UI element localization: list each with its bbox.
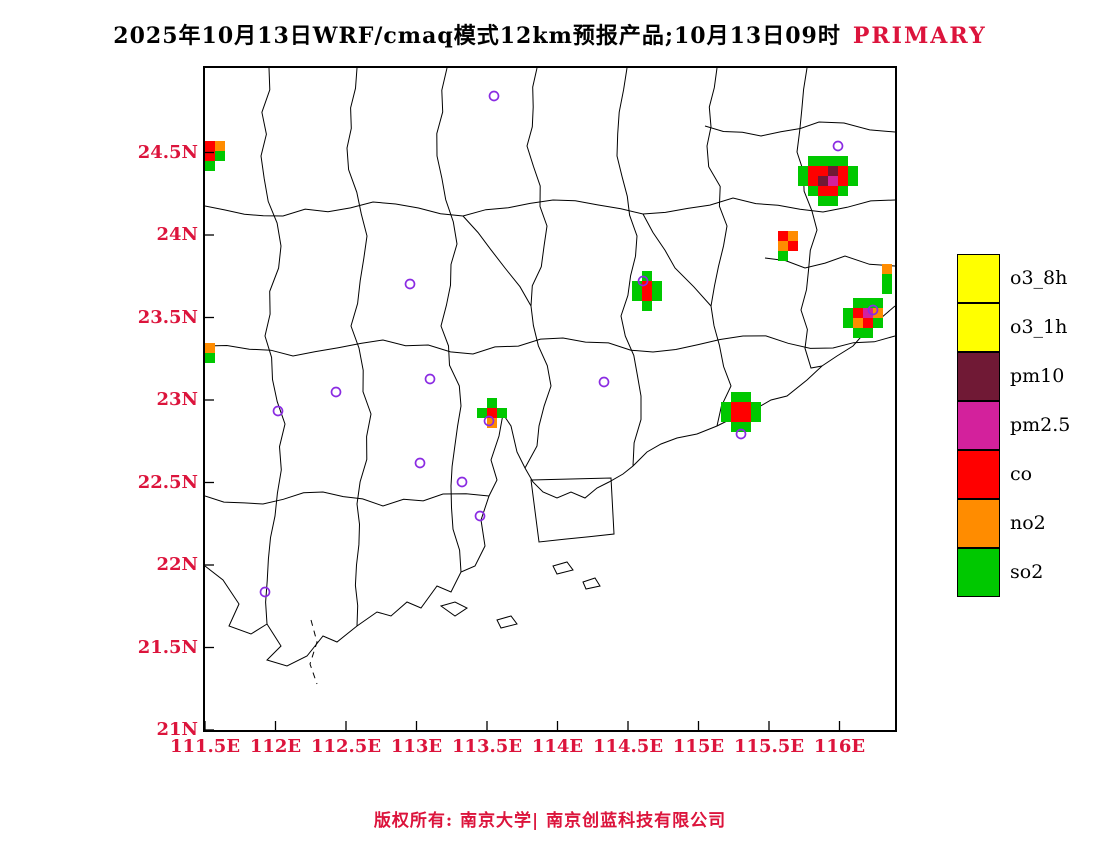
pollutant-grid-cells [205,141,892,432]
legend-item: co [957,449,1070,499]
x-tick-label: 115.5E [733,736,805,757]
legend-item-label: pm10 [1010,364,1065,387]
title-main: 2025年10月13日WRF/cmaq模式12km预报产品;10月13日09时 [113,23,841,49]
legend-item-label: co [1010,462,1033,485]
x-tick-label: 113E [390,736,443,757]
legend-item: o3_8h [957,253,1070,303]
legend-item-label: o3_8h [1010,266,1068,289]
x-tick-label: 114.5E [592,736,664,757]
legend-item-label: o3_1h [1010,315,1068,338]
x-tick-label: 115E [672,736,725,757]
y-tick-label: 23.5N [137,306,198,328]
legend-color-swatch [957,351,1000,401]
x-tick-label: 113.5E [451,736,523,757]
y-tick-label: 21.5N [137,636,198,658]
axis-tick-marks [205,151,841,730]
x-tick-label: 114E [531,736,584,757]
map-canvas [205,68,895,730]
legend-item: no2 [957,498,1070,548]
legend-color-swatch [957,498,1000,548]
legend-color-swatch [957,547,1000,597]
legend-color-swatch [957,253,1000,303]
y-tick-label: 21N [156,719,198,740]
legend-item: pm10 [957,351,1070,401]
x-tick-label: 116E [813,736,866,757]
y-tick-label: 22N [156,554,198,575]
x-tick-label: 112E [249,736,302,757]
page-title: 2025年10月13日WRF/cmaq模式12km预报产品;10月13日09时 P… [0,18,1100,50]
title-flag: PRIMARY [852,23,987,49]
legend-color-swatch [957,449,1000,499]
legend-item-label: pm2.5 [1010,413,1071,436]
x-tick-label: 112.5E [310,736,382,757]
y-tick-label: 24N [156,224,198,245]
legend-color-swatch [957,400,1000,450]
y-tick-label: 23N [156,389,198,410]
station-markers [259,90,879,598]
y-tick-label: 22.5N [137,471,198,493]
legend: o3_8h o3_1h pm10 pm2.5 co no2 so2 [957,253,1071,597]
copyright-footer: 版权所有: 南京大学| 南京创蓝科技有限公司 [373,811,727,831]
legend-item: o3_1h [957,302,1070,352]
legend-item-label: so2 [1010,560,1044,583]
y-tick-label: 24.5N [137,141,198,163]
map-boundaries [205,68,895,685]
legend-color-swatch [957,302,1000,352]
legend-item: pm2.5 [957,400,1071,450]
legend-item-label: no2 [1010,511,1046,534]
x-tick-label: 111.5E [169,736,241,757]
legend-item: so2 [957,547,1070,597]
forecast-map [203,66,897,732]
